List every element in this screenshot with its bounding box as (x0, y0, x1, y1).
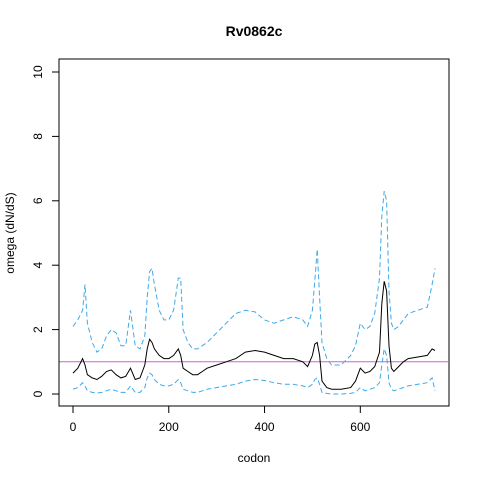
y-tick-label: 6 (31, 197, 45, 204)
plot-frame (58, 58, 450, 407)
series-line-lower (72, 348, 436, 395)
y-tick-label: 2 (31, 326, 45, 333)
series-line-upper (72, 190, 436, 366)
y-tick-label: 0 (31, 390, 45, 397)
x-tick-label: 600 (350, 420, 370, 434)
x-tick-label: 400 (255, 420, 275, 434)
series-line-estimate (72, 281, 436, 390)
x-axis-label: codon (238, 451, 271, 465)
x-tick-label: 0 (70, 420, 77, 434)
y-tick-label: 4 (31, 262, 45, 269)
y-tick-label: 10 (31, 65, 45, 79)
x-tick-label: 200 (159, 420, 179, 434)
chart-title: Rv0862c (226, 23, 283, 39)
y-tick-label: 8 (31, 133, 45, 140)
y-axis-label: omega (dN/dS) (3, 192, 17, 273)
